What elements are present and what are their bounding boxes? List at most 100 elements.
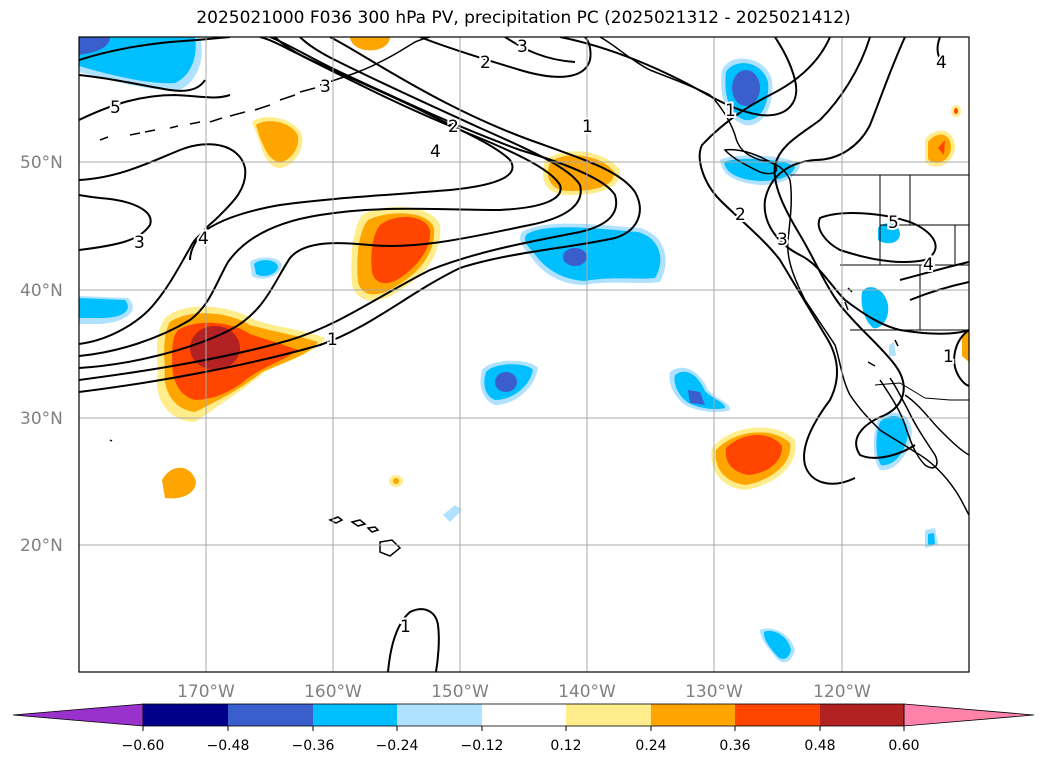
pv-contour-label: 3	[517, 37, 528, 57]
pv-contour	[504, 37, 576, 63]
pv-contour	[419, 37, 592, 78]
pv-contour-label: 4	[198, 229, 209, 249]
contour-labels: 5 3 4 3 2 4 2 1 3 1 1 2 3 1 4 5 4 1	[108, 37, 956, 639]
hawaii-islands	[328, 516, 402, 557]
precip-negative-blob	[79, 298, 128, 318]
colorbar-tick-label: 0.36	[719, 738, 750, 754]
colorbar: −0.60 −0.48 −0.36 −0.24 −0.12 0.12 0.24 …	[12, 703, 1035, 754]
pv-contour-label: 3	[320, 77, 331, 97]
colorbar-tick-label: −0.48	[207, 738, 250, 754]
colorbar-ticks	[142, 726, 905, 731]
pv-contour	[79, 37, 231, 61]
precip-negative-blob	[254, 260, 278, 276]
precip-positive-blob	[162, 467, 196, 499]
precip-negative-blob	[443, 505, 462, 522]
pv-contour-label: 4	[923, 255, 934, 275]
lon-label: 120°W	[813, 682, 871, 702]
precip-negative-blob	[79, 37, 110, 55]
colorbar-tick-label: −0.36	[292, 738, 335, 754]
colorbar-extend-low	[12, 703, 144, 727]
precip-negative-blob	[763, 630, 791, 659]
pv-contour	[79, 37, 582, 369]
pv-contour	[79, 37, 562, 357]
pv-contour-label: 2	[735, 205, 746, 225]
precip-negative-blob	[674, 371, 725, 410]
pv-contour	[763, 37, 969, 335]
us-mexico-border	[874, 382, 969, 401]
colorbar-segment	[735, 704, 820, 726]
colorbar-segment	[313, 704, 397, 726]
pv-contour-label: 4	[936, 53, 947, 73]
longitude-labels: 170°W 160°W 150°W 140°W 130°W 120°W	[177, 682, 871, 702]
precip-negative-blob	[525, 227, 661, 281]
lon-label: 170°W	[177, 682, 235, 702]
precip-positive-blob	[256, 121, 299, 163]
lon-label: 160°W	[304, 682, 362, 702]
pv-contour	[79, 74, 206, 92]
lat-label: 40°N	[20, 281, 63, 301]
colorbar-segment	[566, 704, 651, 726]
colorbar-segment	[651, 704, 735, 726]
colorbar-tick-label: 0.48	[804, 738, 835, 754]
north-american-coast	[599, 37, 969, 516]
colorbar-segment	[820, 704, 904, 726]
pv-contour	[936, 37, 947, 66]
colorbar-tick-label: 0.12	[550, 738, 581, 754]
political-borders	[790, 174, 969, 401]
precip-negative-blob	[878, 223, 900, 244]
pv-contour-label: 1	[725, 101, 736, 121]
precip-positive-blob	[725, 434, 783, 475]
pv-contour	[79, 37, 514, 345]
pv-contour	[79, 93, 231, 121]
lon-label: 140°W	[558, 682, 616, 702]
lat-label: 50°N	[20, 153, 63, 173]
colorbar-tick-label: −0.12	[461, 738, 504, 754]
colorbar-segment	[228, 704, 313, 726]
pv-contour-label: 1	[582, 117, 593, 137]
colorbar-tick-label: −0.60	[122, 738, 165, 754]
colorbar-segment	[397, 704, 482, 726]
precip-negative-core	[563, 248, 587, 266]
latitude-labels: 50°N 40°N 30°N 20°N	[20, 153, 63, 556]
colorbar-segment	[482, 704, 566, 726]
lat-label: 30°N	[20, 409, 63, 429]
colorbar-tick-label: 0.24	[635, 738, 666, 754]
state-borders	[840, 175, 969, 331]
colorbar-tick-label: −0.24	[376, 738, 419, 754]
pv-contour	[698, 37, 856, 485]
pv-contour-label: 3	[777, 230, 788, 250]
pv-contour	[909, 281, 969, 301]
pv-contour-label: 5	[110, 98, 121, 118]
precip-positive-blob	[393, 478, 399, 484]
precip-positive-blob	[938, 140, 945, 155]
colorbar-extend-high	[903, 703, 1035, 727]
pv-contour-label: 2	[448, 117, 459, 137]
vancouver-island	[723, 148, 778, 175]
pv-contour	[773, 37, 916, 459]
lon-label: 130°W	[685, 682, 743, 702]
pv-contour-label: 4	[430, 142, 441, 162]
lon-label: 150°W	[431, 682, 489, 702]
pv-contour-label: 3	[134, 233, 145, 253]
pv-contour-label: 1	[327, 330, 338, 350]
precip-positive-blob	[962, 330, 969, 362]
pv-contour-label: 1	[400, 617, 411, 637]
pv-contour-label: 1	[943, 347, 954, 367]
pv-contours	[79, 37, 969, 672]
precip-negative-core	[688, 390, 705, 405]
map-border	[78, 36, 970, 673]
pv-contour	[817, 212, 937, 263]
precip-negative-core	[495, 372, 517, 392]
colorbar-outline	[142, 703, 905, 727]
precip-negative-blob	[79, 37, 196, 84]
precip-positive-blob	[350, 37, 390, 51]
pv-contour	[79, 37, 641, 393]
lat-label: 20°N	[20, 536, 63, 556]
precip-positive-core	[190, 326, 240, 370]
pv-contour-label: 5	[888, 213, 899, 233]
gulf-coast	[904, 394, 969, 456]
precip-positive-blob	[371, 216, 431, 284]
map-title: 2025021000 F036 300 hPa PV, precipitatio…	[196, 8, 851, 28]
pv-contour	[899, 261, 969, 281]
